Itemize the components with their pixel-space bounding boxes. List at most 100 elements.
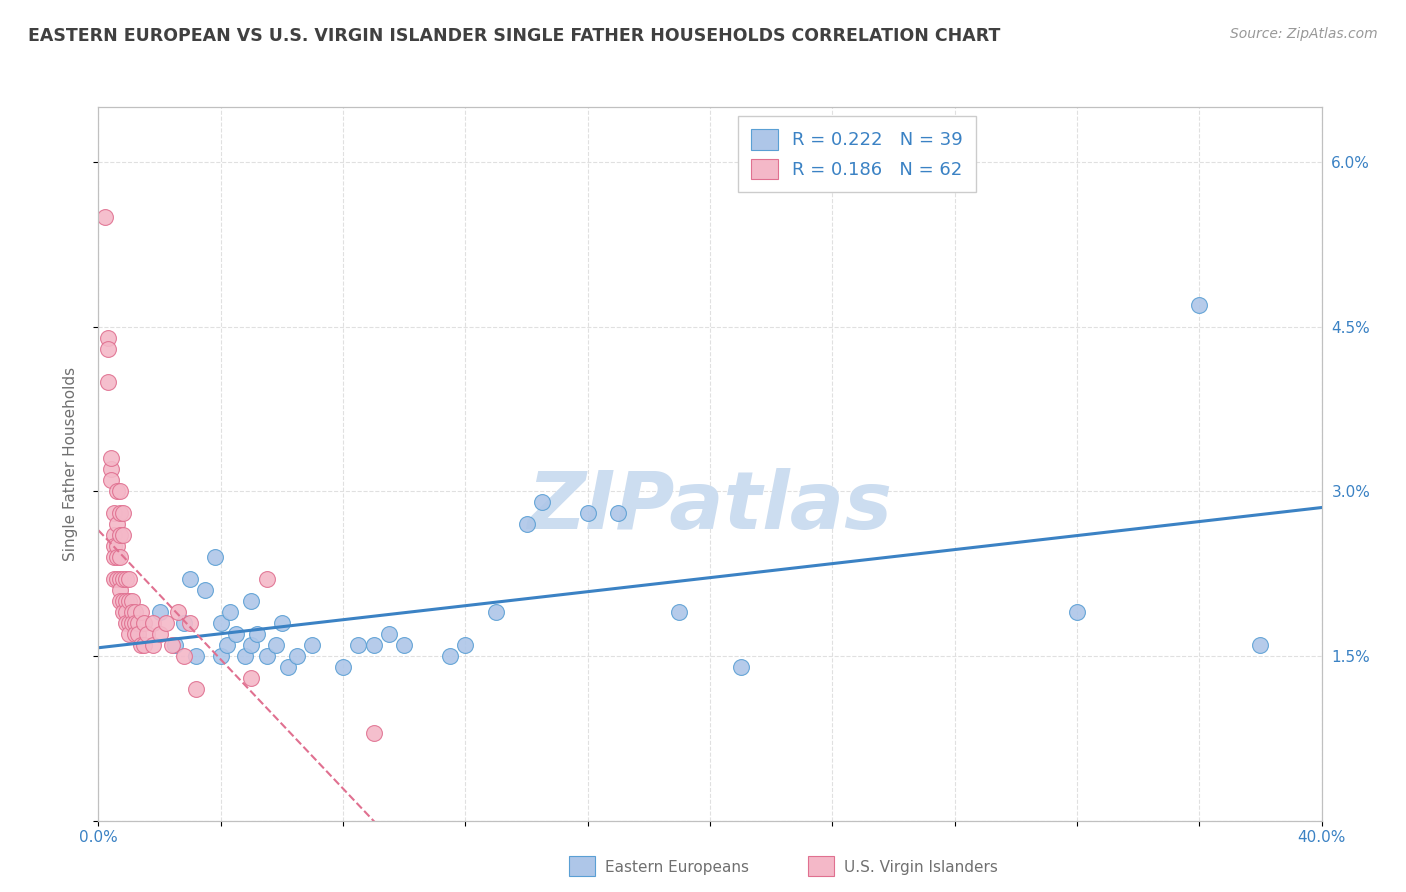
Text: Source: ZipAtlas.com: Source: ZipAtlas.com	[1230, 27, 1378, 41]
Point	[100, 451, 122, 466]
Point	[108, 594, 131, 608]
Y-axis label: Single Father Households: Single Father Households	[63, 367, 77, 561]
Point	[1249, 638, 1271, 652]
Point	[108, 528, 131, 542]
Point	[97, 330, 120, 344]
Point	[100, 473, 122, 487]
Point	[186, 681, 208, 696]
Point	[142, 638, 165, 652]
Point	[285, 648, 308, 663]
Point	[124, 605, 146, 619]
Point	[194, 583, 217, 598]
Point	[186, 648, 208, 663]
Point	[179, 615, 201, 630]
Point	[530, 495, 553, 509]
Point	[167, 605, 190, 619]
Point	[256, 572, 278, 586]
Text: EASTERN EUROPEAN VS U.S. VIRGIN ISLANDER SINGLE FATHER HOUSEHOLDS CORRELATION CH: EASTERN EUROPEAN VS U.S. VIRGIN ISLANDER…	[28, 27, 1001, 45]
Point	[97, 375, 120, 389]
Point	[103, 550, 125, 565]
Point	[219, 605, 242, 619]
Point	[118, 627, 141, 641]
Point	[240, 594, 263, 608]
Point	[668, 605, 690, 619]
Point	[155, 615, 177, 630]
Point	[173, 648, 195, 663]
Point	[105, 550, 128, 565]
Point	[103, 506, 125, 520]
Point	[118, 615, 141, 630]
Point	[103, 572, 125, 586]
Point	[149, 605, 172, 619]
Point	[118, 594, 141, 608]
Point	[115, 615, 138, 630]
Text: U.S. Virgin Islanders: U.S. Virgin Islanders	[844, 860, 997, 874]
Point	[103, 528, 125, 542]
Point	[108, 484, 131, 499]
Text: ZIPatlas: ZIPatlas	[527, 467, 893, 546]
Point	[129, 605, 152, 619]
Point	[179, 572, 201, 586]
Point	[347, 638, 370, 652]
Point	[103, 539, 125, 553]
Point	[134, 638, 156, 652]
Point	[129, 638, 152, 652]
Point	[111, 605, 134, 619]
Point	[163, 638, 186, 652]
Point	[105, 484, 128, 499]
Point	[149, 627, 172, 641]
Point	[607, 506, 630, 520]
Point	[270, 615, 292, 630]
Point	[134, 615, 156, 630]
Point	[256, 648, 278, 663]
Point	[111, 572, 134, 586]
Point	[240, 638, 263, 652]
Point	[108, 506, 131, 520]
Point	[142, 615, 165, 630]
Point	[215, 638, 238, 652]
Point	[108, 550, 131, 565]
Point	[105, 517, 128, 532]
Point	[246, 627, 269, 641]
Point	[115, 594, 138, 608]
Point	[454, 638, 477, 652]
Point	[378, 627, 401, 641]
Point	[301, 638, 323, 652]
Text: Eastern Europeans: Eastern Europeans	[605, 860, 748, 874]
Point	[115, 605, 138, 619]
Point	[93, 210, 115, 224]
Point	[204, 550, 226, 565]
Point	[1066, 605, 1088, 619]
Point	[173, 615, 195, 630]
Point	[225, 627, 247, 641]
Legend: R = 0.222   N = 39, R = 0.186   N = 62: R = 0.222 N = 39, R = 0.186 N = 62	[738, 116, 976, 192]
Point	[516, 517, 538, 532]
Point	[439, 648, 461, 663]
Point	[363, 726, 385, 740]
Point	[115, 572, 138, 586]
Point	[121, 615, 143, 630]
Point	[136, 627, 159, 641]
Point	[108, 572, 131, 586]
Point	[111, 528, 134, 542]
Point	[127, 627, 149, 641]
Point	[121, 594, 143, 608]
Point	[576, 506, 599, 520]
Point	[209, 615, 232, 630]
Point	[730, 660, 752, 674]
Point	[233, 648, 256, 663]
Point	[124, 627, 146, 641]
Point	[363, 638, 385, 652]
Point	[160, 638, 183, 652]
Point	[108, 583, 131, 598]
Point	[240, 671, 263, 685]
Point	[127, 615, 149, 630]
Point	[124, 615, 146, 630]
Point	[332, 660, 354, 674]
Point	[111, 506, 134, 520]
Point	[97, 342, 120, 356]
Point	[209, 648, 232, 663]
Point	[111, 594, 134, 608]
Point	[277, 660, 299, 674]
Point	[105, 539, 128, 553]
